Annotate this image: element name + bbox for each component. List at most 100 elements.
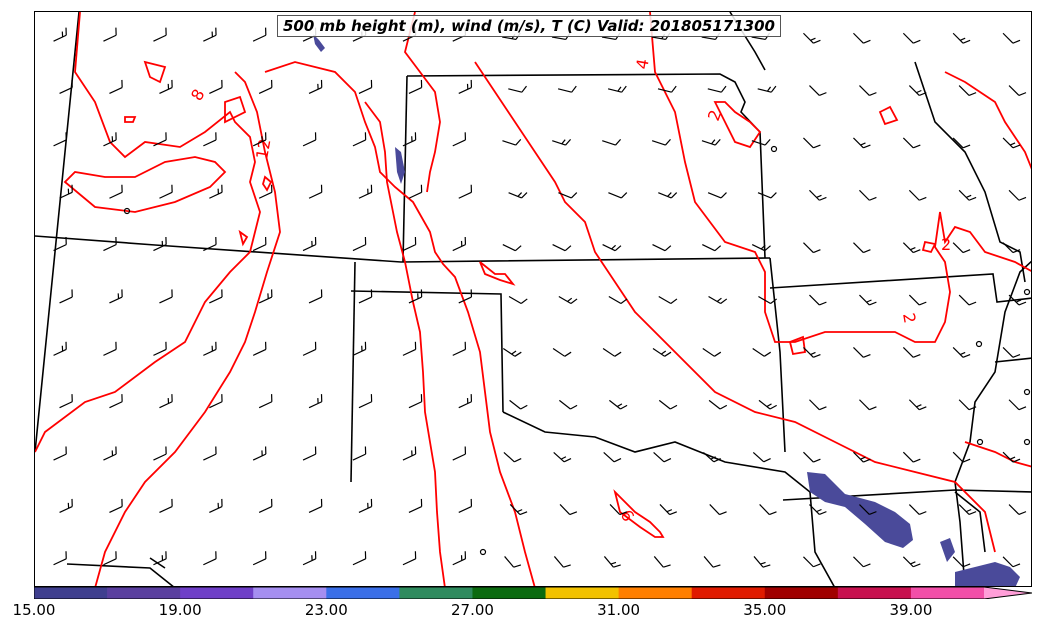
wind-barb xyxy=(809,294,827,306)
wind-barb xyxy=(302,446,317,461)
wind-barb xyxy=(302,132,317,147)
wind-barb xyxy=(402,446,417,461)
wind-barb xyxy=(703,556,721,568)
wind-barbs xyxy=(53,27,1027,568)
wind-barb xyxy=(209,79,223,95)
colorbar xyxy=(34,587,1032,599)
wind-barb xyxy=(408,394,423,409)
wind-barb xyxy=(1008,399,1027,411)
wind-barb xyxy=(608,295,628,305)
wind-barb xyxy=(109,289,123,304)
wind-barb xyxy=(509,399,528,410)
wind-barb xyxy=(809,399,827,411)
wind-barb xyxy=(757,192,777,199)
wind-barb xyxy=(308,289,323,304)
contour-label: 2 xyxy=(704,107,725,123)
wind-barb xyxy=(508,295,528,305)
wind-barb xyxy=(1002,137,1021,149)
contour-label: 2 xyxy=(941,235,951,254)
wind-barb xyxy=(602,347,622,357)
wind-barb xyxy=(258,498,273,514)
map-panel: 8 12 4 2 2 2 6 xyxy=(34,11,1032,587)
wind-barb xyxy=(908,504,927,516)
wind-barb xyxy=(1008,85,1027,97)
wind-barb xyxy=(759,504,777,516)
wind-barb xyxy=(358,498,373,514)
wind-barb xyxy=(159,289,173,304)
wind-barb xyxy=(652,243,672,252)
wind-barb xyxy=(1002,242,1021,254)
wind-barb xyxy=(859,85,877,97)
wind-barb xyxy=(302,551,317,566)
wind-barb xyxy=(209,498,223,514)
wind-barb xyxy=(653,451,672,463)
wind-barb xyxy=(452,132,467,147)
wind-barb xyxy=(809,504,827,516)
wind-barb xyxy=(751,138,771,146)
wind-barb xyxy=(859,294,877,306)
map-title: 500 mb height (m), wind (m/s), T (C) Val… xyxy=(277,15,781,37)
wind-barb xyxy=(902,556,921,568)
wind-barb xyxy=(803,32,821,44)
contour-label: 2 xyxy=(899,311,919,324)
wind-barb xyxy=(203,237,217,252)
wind-barb xyxy=(1008,294,1027,306)
wind-barb xyxy=(751,243,771,252)
wind-barb xyxy=(853,32,871,44)
wind-barb xyxy=(109,79,123,95)
wind-barb xyxy=(308,79,323,95)
wind-barb xyxy=(508,85,527,93)
wind-barb xyxy=(658,399,678,410)
wind-barb xyxy=(59,394,73,409)
wind-barb xyxy=(553,451,572,463)
wind-barb xyxy=(607,85,627,93)
wind-barb xyxy=(908,399,927,411)
colorbar-swatch xyxy=(253,587,327,599)
wind-barb xyxy=(203,551,217,566)
wind-barb xyxy=(352,237,367,252)
wind-barb xyxy=(908,294,927,306)
wind-barb xyxy=(809,189,827,201)
wind-barb xyxy=(651,138,671,146)
wind-barb xyxy=(752,347,772,357)
wind-barb xyxy=(609,504,628,516)
colorbar-swatch xyxy=(34,587,108,599)
wind-barb xyxy=(109,498,123,514)
wind-barb xyxy=(252,132,267,147)
colorbar-swatch xyxy=(545,587,620,599)
colorbar-tick-labels: 15.00 19.00 23.00 27.00 31.00 35.00 39.00 xyxy=(0,601,1041,623)
colorbar-swatch xyxy=(764,587,839,599)
wind-barb xyxy=(702,451,721,463)
wind-barb xyxy=(609,399,628,410)
wind-barb xyxy=(452,551,467,566)
colorbar-swatch xyxy=(837,587,912,599)
wind-barb xyxy=(902,347,921,358)
wind-barb xyxy=(153,132,167,147)
wind-barb xyxy=(252,551,267,566)
wind-barb xyxy=(352,551,367,566)
wind-barb xyxy=(258,394,273,409)
wind-barb xyxy=(803,451,821,463)
wind-barb xyxy=(159,498,173,514)
wind-barb xyxy=(59,498,73,514)
wind-barb xyxy=(702,347,722,357)
wind-barb xyxy=(358,394,373,409)
wind-barb xyxy=(853,347,871,358)
wind-barb xyxy=(109,184,123,199)
wind-barb xyxy=(258,289,273,304)
wind-barb xyxy=(153,341,167,356)
colorbar-swatch xyxy=(910,587,985,599)
wind-barb xyxy=(908,85,927,97)
wind-barb xyxy=(1002,556,1021,568)
wind-barb xyxy=(758,399,777,410)
wind-barb xyxy=(1002,347,1021,358)
wind-barb xyxy=(209,289,223,304)
wind-barb xyxy=(53,27,67,42)
wind-barb xyxy=(103,446,117,461)
wind-barb xyxy=(1002,32,1021,44)
colorbar-swatch xyxy=(326,587,400,599)
wind-barb xyxy=(652,347,672,357)
wind-barb xyxy=(803,556,821,568)
state-borders xyxy=(35,12,1031,586)
wind-barb xyxy=(252,237,267,252)
